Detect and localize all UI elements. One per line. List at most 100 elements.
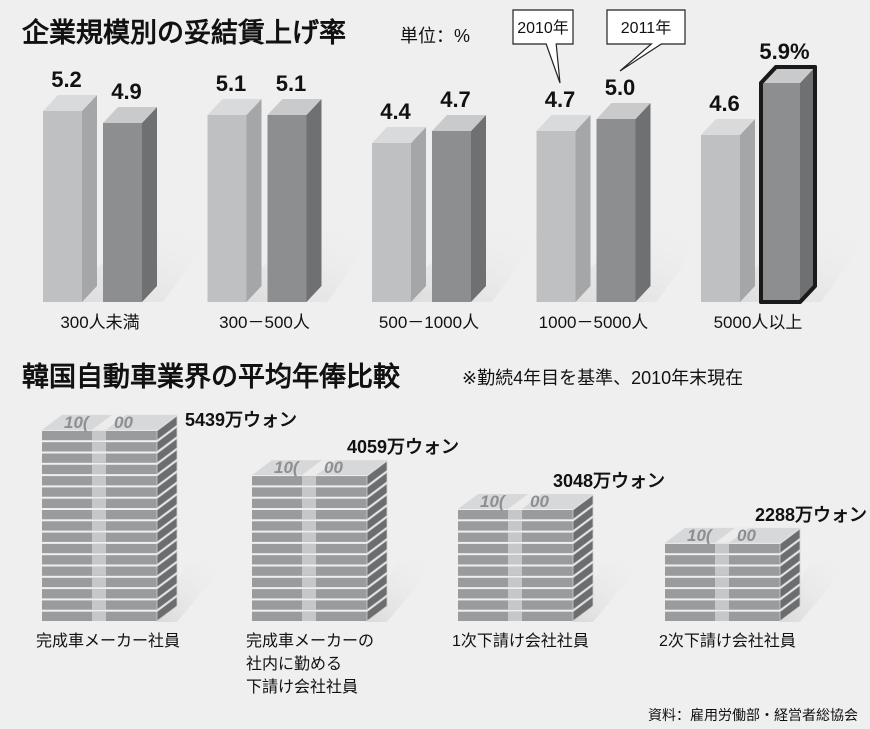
banknote-edge (779, 561, 801, 588)
amount-label: 2288万ウォン (755, 505, 867, 525)
chart2-note: ※勤続4年目を基準、2010年末現在 (462, 368, 743, 388)
stack-category-label: 1次下請け会社社員 (452, 632, 589, 650)
banknote-edge (156, 539, 178, 566)
stack-category-label: 完成車メーカーの (246, 632, 374, 650)
banknote-edge (366, 539, 388, 566)
bar-side (471, 115, 486, 302)
banknote-band (508, 510, 522, 520)
banknote-band (92, 510, 106, 520)
bar-value-label: 4.7 (440, 87, 471, 112)
banknote-edge (156, 448, 178, 475)
bar: 4.6 (701, 91, 755, 302)
legend-label: 2011年 (621, 19, 671, 37)
bar-top (267, 99, 322, 115)
banknote-edge (572, 516, 594, 543)
legend-label: 2010年 (517, 19, 569, 37)
banknote-band (302, 589, 316, 599)
banknote-band (92, 543, 106, 554)
banknote-edge (366, 460, 388, 487)
banknote-band (715, 566, 729, 576)
banknote-band (302, 487, 316, 497)
bar-value-label: 4.6 (709, 91, 740, 116)
banknote-edge (156, 505, 178, 532)
bar-side (246, 99, 262, 302)
banknote-band (508, 589, 522, 599)
banknote-edge (156, 494, 178, 521)
bar-front (372, 143, 411, 302)
bar-top (103, 107, 157, 123)
banknote-band (92, 532, 106, 542)
legend-callout: 2010年 (512, 9, 574, 84)
banknote-edge (366, 494, 388, 521)
banknote-band (92, 476, 106, 486)
banknote-edge (156, 482, 178, 509)
bar-side (306, 99, 322, 302)
bar-value-label: 4.7 (545, 87, 576, 112)
banknote-band (92, 442, 106, 452)
bar-front (207, 115, 247, 302)
banknote-band (302, 476, 316, 486)
amount-label: 3048万ウォン (553, 471, 665, 491)
category-label: 300人未満 (60, 313, 139, 332)
banknote-band (302, 510, 316, 520)
amount-label: 5439万ウォン (185, 410, 297, 430)
bar-group: 4.4 4.7 500－1000人 (372, 87, 542, 332)
bar-side (800, 67, 815, 302)
banknote-edge (779, 584, 801, 611)
bar-group: 5.2 4.9 300人未満 (43, 67, 213, 332)
banknote-band (92, 487, 106, 497)
banknote-edge (366, 516, 388, 543)
banknote-text: 00 (737, 526, 756, 545)
stack-category-label: 2次下請け会社社員 (659, 632, 796, 650)
banknote-edge (572, 550, 594, 577)
stack-category-label: 下請け会社社員 (246, 678, 358, 696)
banknote-top-band (92, 414, 126, 430)
chart1-title: 企業規模別の妥結賃上げ率 (22, 17, 346, 48)
category-label: 300－500人 (219, 313, 310, 332)
banknote-band (508, 577, 522, 588)
bar-value-label: 4.4 (380, 99, 411, 124)
banknote-band (92, 589, 106, 599)
banknote-edge (156, 584, 178, 611)
banknote-edge (779, 595, 801, 622)
bar-front (701, 135, 740, 302)
bar: 4.7 (432, 87, 486, 302)
bar: 5.9% (759, 39, 817, 304)
legend-callouts: 2010年 2011年 (512, 9, 686, 84)
banknote-edge (366, 595, 388, 622)
banknote-chart: 10(00 5439万ウォン完成車メーカー社員10(004059万ウォン完成車メー… (36, 410, 867, 696)
bar-value-label: 5.9% (759, 39, 809, 64)
banknote-band (302, 600, 316, 610)
banknote-edge (156, 595, 178, 622)
banknote-edge (156, 426, 178, 453)
banknote-edge (156, 460, 178, 487)
banknote-edge (779, 573, 801, 600)
banknote-top-band (302, 460, 336, 476)
banknote-top-band (508, 494, 542, 509)
banknote-edge (156, 471, 178, 498)
callout-box (606, 9, 686, 72)
banknote-edge (156, 415, 178, 442)
bar-value-label: 5.0 (605, 75, 636, 100)
banknote-band (92, 611, 106, 621)
banknote-text: 00 (324, 458, 343, 477)
bar-side (411, 127, 426, 302)
banknote-edge (572, 584, 594, 611)
bar-top (596, 103, 651, 119)
banknote-edge (572, 505, 594, 532)
banknote-edge (572, 561, 594, 588)
bar-top (207, 99, 262, 115)
bar: 5.1 (267, 71, 322, 302)
banknote-band (92, 453, 106, 463)
bar-top (536, 115, 591, 131)
banknote-band (92, 521, 106, 531)
banknote-edge (156, 550, 178, 577)
banknote-edge (572, 539, 594, 566)
bar-value-label: 5.1 (216, 71, 247, 96)
banknote-band (92, 464, 106, 475)
banknote-edge (366, 471, 388, 498)
banknote-band (92, 577, 106, 588)
legend-callout: 2011年 (606, 9, 686, 72)
